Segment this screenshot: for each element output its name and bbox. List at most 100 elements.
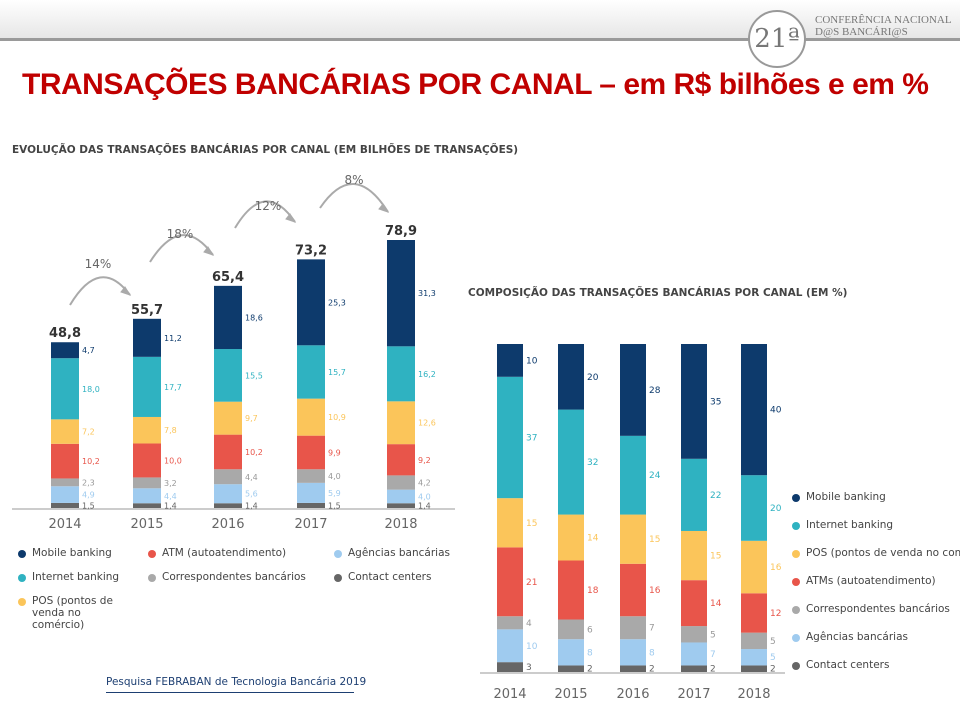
legend-label: POS (pontos de venda no comércio) (32, 595, 113, 631)
legend-item-pos: POS (pontos de venda no comércio) (792, 547, 960, 559)
legend-item-mobile: Mobile banking (18, 547, 112, 559)
total-label-2016: 65,4 (212, 270, 244, 285)
header-divider (0, 38, 960, 41)
legend-item-contact: Contact centers (334, 571, 431, 583)
bar-segment-internet-2014 (51, 358, 79, 420)
legend-label: Contact centers (348, 571, 432, 583)
data-label-internet-2018: 16,2 (418, 370, 436, 379)
bar-segment-atm-2018 (387, 444, 415, 476)
x-tick-2018: 2018 (384, 517, 417, 532)
legend-item-agencias: Agências bancárias (792, 631, 908, 643)
data-label-agencias-2016: 5,6 (245, 490, 258, 499)
bar-segment-agencias-2016 (214, 484, 242, 504)
bar-segment-atm-2016 (214, 434, 242, 470)
legend-swatch-pos (792, 550, 800, 558)
data-label-atm-2017: 14 (710, 599, 722, 609)
bar-segment-mobile-2016 (214, 285, 242, 350)
bar-segment-correspondentes-2015 (133, 477, 161, 489)
data-label-internet-2017: 15,7 (328, 368, 346, 377)
legend-label: Agências bancárias (348, 547, 450, 559)
legend-swatch-pos (18, 598, 26, 606)
bar-segment-internet-2016 (620, 435, 646, 515)
legend-label: Internet banking (806, 519, 894, 531)
bar-segment-pos-2015 (558, 514, 584, 561)
data-label-atm-2014: 10,2 (82, 457, 100, 466)
data-label-correspondentes-2018: 4,2 (418, 479, 431, 488)
data-label-agencias-2017: 5,9 (328, 489, 341, 498)
data-label-agencias-2018: 4,0 (418, 492, 431, 501)
bar-segment-mobile-2017 (681, 344, 707, 459)
bar-segment-atm-2015 (133, 443, 161, 478)
right-chart-title: COMPOSIÇÃO DAS TRANSAÇÕES BANCÁRIAS POR … (468, 287, 848, 299)
data-label-pos-2017: 10,9 (328, 413, 346, 422)
bar-segment-internet-2018 (741, 475, 767, 541)
legend-swatch-contact (792, 662, 800, 670)
data-label-atm-2015: 10,0 (164, 456, 182, 465)
bar-segment-contact-2015 (558, 665, 584, 672)
data-label-correspondentes-2016: 7 (649, 624, 655, 634)
data-label-correspondentes-2016: 4,4 (245, 473, 258, 482)
x-tick-2017: 2017 (294, 517, 327, 532)
bar-segment-agencias-2014 (497, 629, 523, 663)
legend-item-atm: ATMs (autoatendimento) (792, 575, 936, 587)
data-label-correspondentes-2018: 5 (770, 637, 776, 647)
data-label-agencias-2014: 10 (526, 642, 538, 652)
bar-segment-agencias-2016 (620, 639, 646, 666)
legend-swatch-internet (18, 574, 26, 582)
data-label-mobile-2018: 40 (770, 406, 782, 416)
x-tick-2016: 2016 (616, 687, 649, 702)
data-label-internet-2016: 15,5 (245, 371, 263, 380)
x-tick-2015: 2015 (554, 687, 587, 702)
page-title: TRANSAÇÕES BANCÁRIAS POR CANAL – em R$ b… (22, 68, 929, 101)
data-label-contact-2015: 2 (587, 665, 593, 675)
legend-swatch-agencias (334, 550, 342, 558)
left-chart-title: EVOLUÇÃO DAS TRANSAÇÕES BANCÁRIAS POR CA… (12, 144, 519, 156)
data-label-atm-2018: 9,2 (418, 456, 431, 465)
growth-arrowhead (285, 213, 297, 223)
data-label-atm-2015: 18 (587, 586, 599, 596)
bar-segment-internet-2015 (133, 356, 161, 417)
data-label-pos-2015: 14 (587, 534, 599, 544)
bar-segment-pos-2016 (620, 514, 646, 564)
bar-segment-agencias-2017 (297, 482, 325, 503)
bar-segment-contact-2016 (214, 503, 242, 508)
bar-segment-pos-2018 (741, 540, 767, 594)
bar-segment-pos-2017 (297, 398, 325, 436)
data-label-agencias-2015: 8 (587, 648, 593, 658)
data-label-pos-2016: 9,7 (245, 414, 258, 423)
bar-segment-internet-2017 (297, 345, 325, 399)
bar-segment-contact-2017 (681, 665, 707, 672)
data-label-agencias-2014: 4,9 (82, 491, 95, 500)
bar-segment-pos-2014 (51, 419, 79, 444)
data-label-atm-2018: 12 (770, 609, 781, 619)
bar-segment-atm-2018 (741, 593, 767, 633)
legend-swatch-contact (334, 574, 342, 582)
data-label-correspondentes-2015: 6 (587, 625, 593, 635)
legend-swatch-correspondentes (792, 606, 800, 614)
legend-item-correspondentes: Correspondentes bancários (792, 603, 950, 615)
data-label-contact-2017: 2 (710, 665, 716, 675)
conference-name: CONFERÊNCIA NACIONAL D@S BANCÁRI@S (815, 14, 952, 38)
data-label-contact-2016: 1,4 (245, 502, 258, 511)
legend-item-agencias: Agências bancárias (334, 547, 450, 559)
data-label-internet-2018: 20 (770, 504, 782, 514)
bar-segment-atm-2017 (297, 435, 325, 470)
bar-segment-contact-2018 (741, 665, 767, 672)
x-tick-2018: 2018 (737, 687, 770, 702)
growth-label: 8% (344, 173, 363, 187)
x-tick-2014: 2014 (48, 517, 81, 532)
data-label-correspondentes-2014: 4 (526, 619, 532, 629)
data-label-mobile-2015: 20 (587, 373, 599, 383)
data-label-mobile-2017: 35 (710, 397, 721, 407)
bar-segment-correspondentes-2018 (741, 632, 767, 650)
data-label-atm-2016: 10,2 (245, 448, 263, 457)
legend-item-correspondentes: Correspondentes bancários (148, 571, 306, 583)
total-label-2015: 55,7 (131, 303, 163, 318)
bar-segment-pos-2015 (133, 416, 161, 444)
legend-item-internet: Internet banking (792, 519, 893, 531)
data-label-agencias-2015: 4,4 (164, 492, 177, 501)
data-label-agencias-2017: 7 (710, 650, 716, 660)
bar-segment-internet-2015 (558, 409, 584, 515)
logo-line-2: D@S BANCÁRI@S (815, 26, 908, 38)
bar-segment-atm-2014 (51, 443, 79, 479)
